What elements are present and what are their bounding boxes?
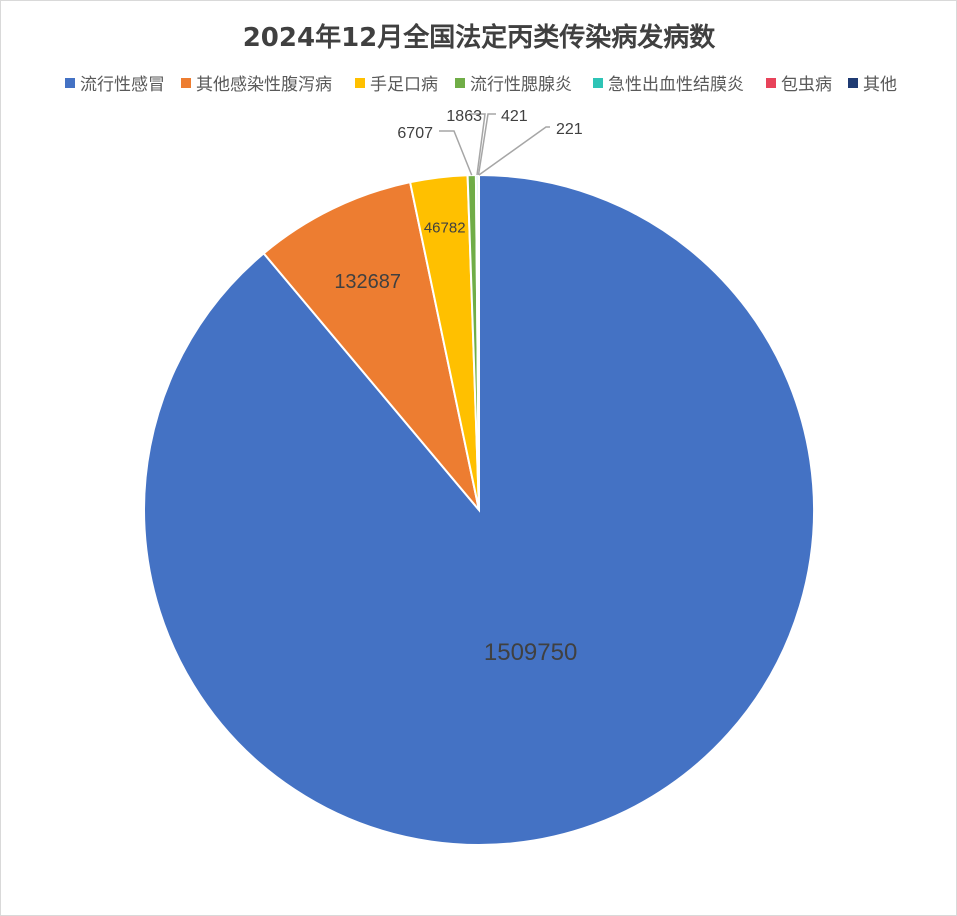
leader-line bbox=[469, 113, 486, 176]
data-label: 1863 bbox=[446, 108, 482, 125]
legend: 流行性感冒 其他感染性腹泻病 手足口病 流行性腮腺炎 急性出血性结膜炎 包虫病 其他 bbox=[65, 75, 897, 95]
data-label: 421 bbox=[501, 108, 528, 125]
legend-entry: 其他 bbox=[863, 75, 897, 95]
data-label: 1509750 bbox=[484, 639, 577, 666]
legend-entry: 流行性腮腺炎 bbox=[470, 75, 572, 95]
data-label: 221 bbox=[556, 121, 583, 138]
data-label: 6707 bbox=[397, 125, 433, 142]
leader-line bbox=[439, 130, 473, 176]
legend-swatch bbox=[65, 78, 75, 88]
legend-swatch bbox=[455, 78, 465, 88]
pie-slices bbox=[143, 173, 815, 846]
legend-entry: 流行性感冒 bbox=[80, 75, 165, 95]
legend-swatch bbox=[593, 78, 603, 88]
legend-entry: 其他感染性腹泻病 bbox=[196, 75, 332, 95]
pie-slice bbox=[262, 180, 480, 511]
legend-swatch bbox=[181, 78, 191, 88]
legend-entry: 手足口病 bbox=[370, 75, 438, 95]
data-label: 132687 bbox=[334, 271, 401, 293]
legend-swatch bbox=[848, 78, 858, 88]
data-label: 46782 bbox=[424, 220, 466, 237]
leader-line bbox=[477, 113, 496, 176]
legend-swatch bbox=[766, 78, 776, 88]
leader-lines bbox=[439, 113, 550, 176]
leader-line bbox=[478, 126, 550, 176]
legend-entry: 包虫病 bbox=[781, 75, 832, 95]
legend-swatch bbox=[355, 78, 365, 88]
chart-title: 2024年12月全国法定丙类传染病发病数 bbox=[243, 22, 717, 53]
data-labels: 1509750 132687 46782 6707 1863 421 221 bbox=[334, 108, 582, 666]
legend-entry: 急性出血性结膜炎 bbox=[608, 75, 744, 95]
